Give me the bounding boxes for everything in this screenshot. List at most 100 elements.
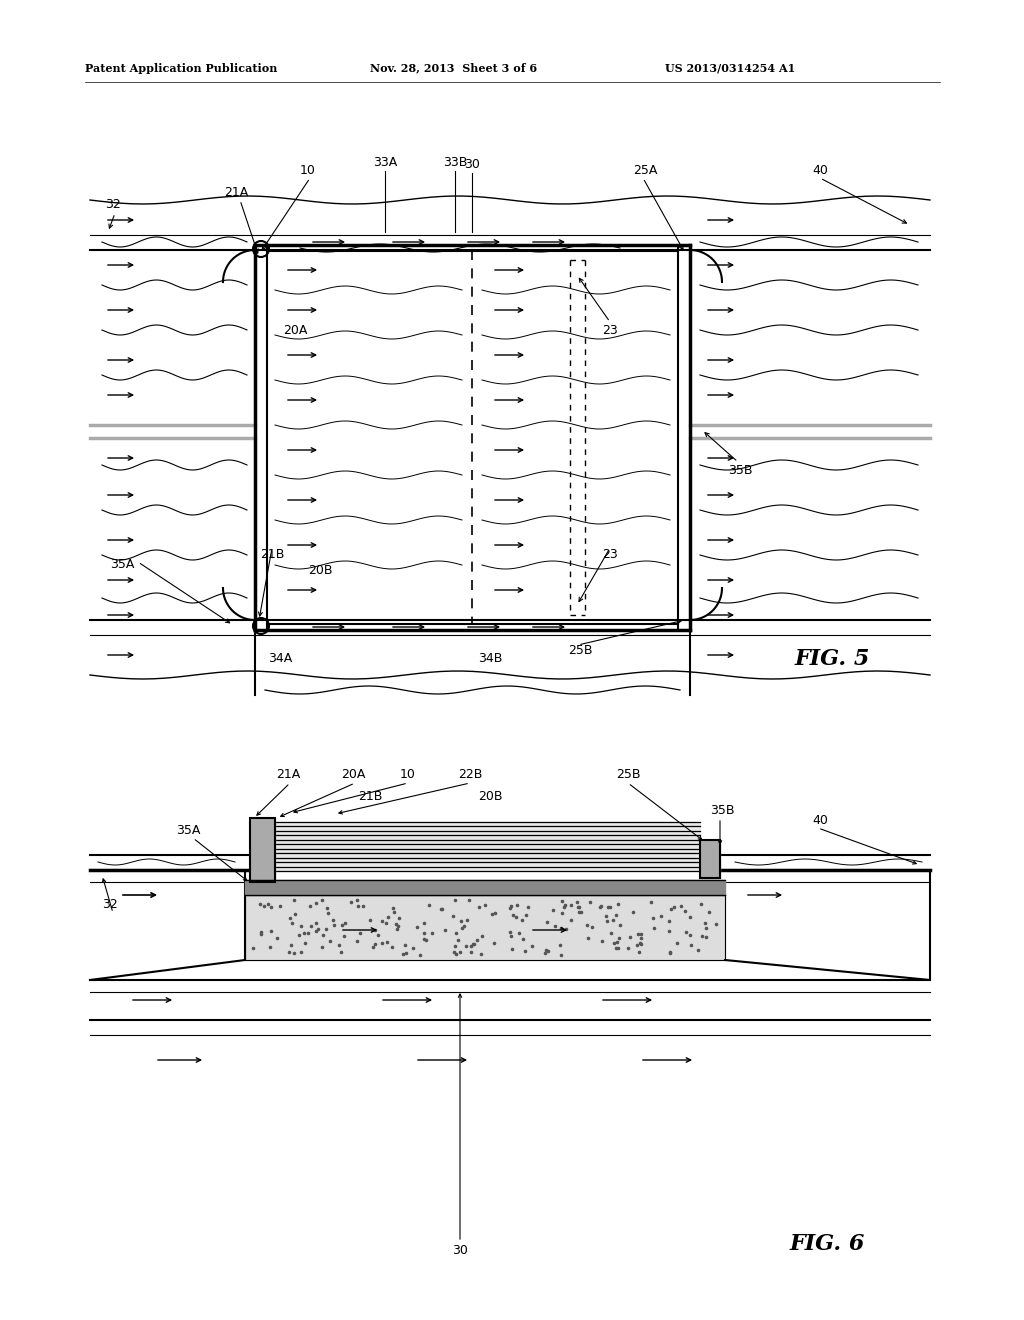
Point [444, 906, 461, 927]
Point [308, 920, 325, 941]
Point [418, 929, 434, 950]
Point [511, 923, 527, 944]
Point [374, 932, 390, 953]
Point [269, 927, 286, 948]
Point [594, 931, 610, 952]
Point [569, 896, 586, 917]
Point [557, 895, 573, 916]
Point [631, 941, 647, 962]
Point [385, 898, 401, 919]
Point [608, 937, 625, 958]
Point [350, 895, 367, 916]
Point [503, 925, 519, 946]
Point [502, 898, 518, 919]
Point [486, 903, 503, 924]
Point [692, 894, 709, 915]
Text: 40: 40 [812, 813, 828, 826]
Point [516, 941, 532, 962]
Text: 23: 23 [602, 323, 617, 337]
Text: 35A: 35A [110, 558, 134, 572]
Point [293, 941, 309, 962]
Point [537, 942, 553, 964]
Text: 21B: 21B [357, 791, 382, 804]
Text: 32: 32 [102, 899, 118, 912]
Point [683, 935, 699, 956]
Point [322, 931, 338, 952]
Text: 35A: 35A [176, 824, 200, 837]
Point [502, 921, 518, 942]
Point [355, 895, 372, 916]
Point [362, 909, 379, 931]
Point [307, 912, 324, 933]
Point [453, 911, 469, 932]
Point [504, 939, 520, 960]
Point [271, 895, 288, 916]
Point [539, 911, 555, 932]
Point [456, 916, 472, 937]
Point [569, 891, 586, 912]
Text: 32: 32 [105, 198, 121, 211]
Point [293, 915, 309, 936]
Text: 10: 10 [400, 768, 416, 781]
Point [471, 896, 487, 917]
Text: 20A: 20A [283, 323, 307, 337]
Point [669, 933, 685, 954]
Point [368, 933, 384, 954]
Text: 22B: 22B [458, 768, 482, 781]
Text: 30: 30 [464, 158, 480, 172]
Point [556, 896, 572, 917]
Point [263, 896, 280, 917]
Point [643, 891, 659, 912]
Point [326, 915, 342, 936]
Point [472, 942, 488, 964]
Point [609, 894, 626, 915]
Point [673, 895, 689, 916]
Point [416, 912, 432, 933]
Point [584, 916, 600, 937]
Point [386, 902, 402, 923]
Point [309, 919, 326, 940]
Text: 33B: 33B [442, 157, 467, 169]
Point [446, 941, 463, 962]
Point [397, 935, 414, 956]
Point [632, 932, 648, 953]
Point [303, 915, 319, 936]
Text: 20A: 20A [341, 768, 366, 781]
Point [459, 909, 475, 931]
Point [633, 928, 649, 949]
Point [625, 902, 641, 923]
Bar [700, 840, 720, 878]
Point [452, 941, 468, 962]
Point [554, 891, 570, 912]
Point [433, 899, 450, 920]
Point [666, 896, 682, 917]
Point [313, 936, 330, 957]
Bar [250, 818, 275, 882]
Point [509, 895, 525, 916]
Point [352, 923, 369, 944]
Point [662, 941, 678, 962]
Text: 10: 10 [300, 164, 316, 177]
Text: 34B: 34B [478, 652, 502, 664]
Point [678, 921, 694, 942]
Point [409, 916, 425, 937]
Point [287, 904, 303, 925]
Point [469, 929, 485, 950]
Point [390, 916, 407, 937]
Point [343, 891, 359, 912]
Text: 33A: 33A [373, 157, 397, 169]
Point [367, 919, 383, 940]
Point [709, 913, 725, 935]
Point [562, 909, 579, 931]
Point [477, 894, 494, 915]
Point [262, 920, 279, 941]
Point [321, 903, 337, 924]
Point [682, 925, 698, 946]
Point [604, 909, 621, 931]
Point [348, 931, 365, 952]
Point [246, 939, 262, 960]
Point [461, 890, 477, 911]
Point [571, 902, 588, 923]
Text: 35B: 35B [728, 463, 753, 477]
Bar [275, 822, 700, 871]
